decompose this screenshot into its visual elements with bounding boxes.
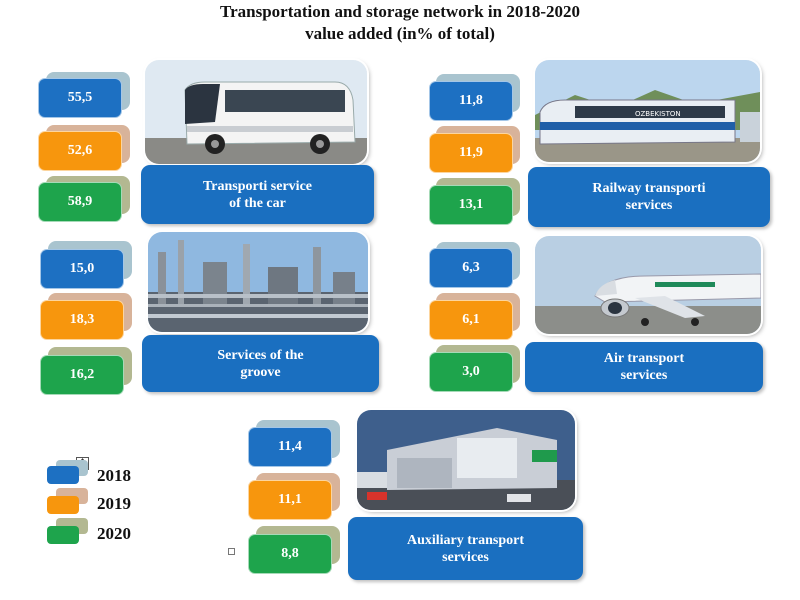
value-car-2020: 58,9 xyxy=(38,182,122,222)
value-rail-2020: 13,1 xyxy=(429,185,513,225)
label-rail-line-1: Railway transporti xyxy=(592,181,706,196)
value-air-2018: 6,3 xyxy=(429,248,513,288)
bus-photo xyxy=(145,60,367,164)
value-car-2018: 55,5 xyxy=(38,78,122,118)
label-car-line-2: of the car xyxy=(229,195,286,211)
value-air-2019: 6,1 xyxy=(429,300,513,340)
value-rail-2019: 11,9 xyxy=(429,133,513,173)
legend-label-2018: 2018 xyxy=(97,466,131,485)
label-groove-line-2: groove xyxy=(240,364,281,380)
label-aux-line-2: services xyxy=(442,549,489,565)
value-groove-2019: 18,3 xyxy=(40,300,124,340)
label-aux-line-1: Auxiliary transport xyxy=(406,532,525,548)
label-groove-services: Services of the groove xyxy=(142,335,379,392)
label-air-line-1: Air transport xyxy=(603,351,685,366)
legend-swatch-2018 xyxy=(47,466,79,484)
refinery-photo xyxy=(148,232,368,332)
value-air-2020: 3,0 xyxy=(429,352,513,392)
value-groove-2020: 16,2 xyxy=(40,355,124,395)
label-car-line-1: Transporti service xyxy=(203,178,312,194)
legend-swatch-2020 xyxy=(47,526,79,544)
resize-handle-icon[interactable] xyxy=(228,548,235,555)
value-aux-2018: 11,4 xyxy=(248,427,332,467)
label-groove-line-1: Services of the xyxy=(217,347,304,363)
label-railway-transport: Railway transporti services xyxy=(528,167,770,227)
legend-swatch-2019 xyxy=(47,496,79,514)
value-car-2019: 52,6 xyxy=(38,131,122,171)
legend-label-2019: 2019 xyxy=(97,494,131,513)
value-rail-2018: 11,8 xyxy=(429,81,513,121)
value-aux-2020: 8,8 xyxy=(248,534,332,574)
warehouse-photo xyxy=(357,410,575,510)
label-car-transport: Transporti service of the car xyxy=(141,165,374,224)
train-text: OZBEKISTON xyxy=(635,110,681,118)
airplane-photo xyxy=(535,236,761,334)
chart-title-line-2: value added (in% of total) xyxy=(305,24,495,43)
value-groove-2018: 15,0 xyxy=(40,249,124,289)
label-rail-line-2: services xyxy=(625,198,673,213)
train-photo: OZBEKISTON xyxy=(535,60,760,162)
legend-label-2020: 2020 xyxy=(97,524,131,543)
label-air-transport: Air transport services xyxy=(525,342,763,392)
chart-title-line-1: Transportation and storage network in 20… xyxy=(220,2,580,21)
label-auxiliary-transport: Auxiliary transport services xyxy=(348,517,583,580)
label-air-line-2: services xyxy=(620,368,668,383)
value-aux-2019: 11,1 xyxy=(248,480,332,520)
